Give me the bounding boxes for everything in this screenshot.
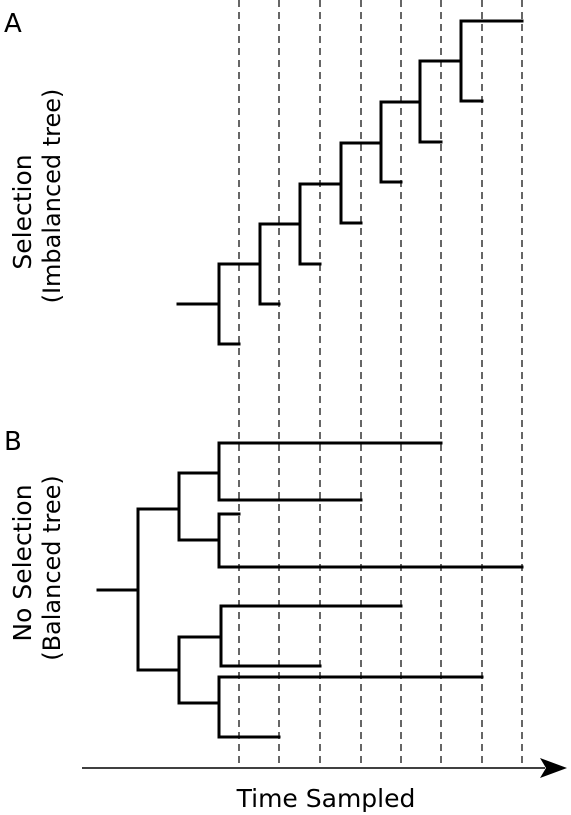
- tree-b-upper-b: [217, 512, 524, 569]
- time-axis: Time Sampled: [82, 758, 567, 813]
- tree-a-node-4: [339, 141, 383, 225]
- tree-a-node-6: [418, 59, 463, 144]
- tree-b-lower-clade: [177, 635, 223, 705]
- panel-b-letter: B: [4, 427, 22, 457]
- imbalanced-tree: [176, 19, 524, 346]
- tree-b-upper-clade: [177, 471, 221, 542]
- panel-b-label-line2: (Balanced tree): [38, 475, 66, 661]
- tree-a-node-3: [298, 182, 343, 266]
- tree-a-node-7: [459, 19, 524, 103]
- tree-a-node-1: [217, 262, 262, 346]
- panel-a-letter: A: [4, 9, 22, 39]
- tree-b-lower-b: [217, 675, 484, 739]
- panel-a-label-line1: Selection: [8, 154, 37, 269]
- time-axis-arrowhead: [540, 758, 567, 778]
- balanced-tree: [96, 441, 524, 739]
- sampling-time-lines: [238, 0, 523, 768]
- panel-b-label-line1: No Selection: [8, 484, 37, 641]
- tree-b-lower-a: [219, 604, 403, 668]
- tree-b-main-split: [136, 507, 181, 672]
- panel-a-label: Selection (Imbalanced tree): [8, 89, 66, 304]
- panel-a-label-line2: (Imbalanced tree): [38, 89, 66, 304]
- tree-a-node-5: [379, 100, 422, 184]
- tree-a-node-2: [258, 222, 302, 306]
- time-axis-label: Time Sampled: [236, 784, 416, 813]
- tree-b-upper-a: [217, 441, 443, 502]
